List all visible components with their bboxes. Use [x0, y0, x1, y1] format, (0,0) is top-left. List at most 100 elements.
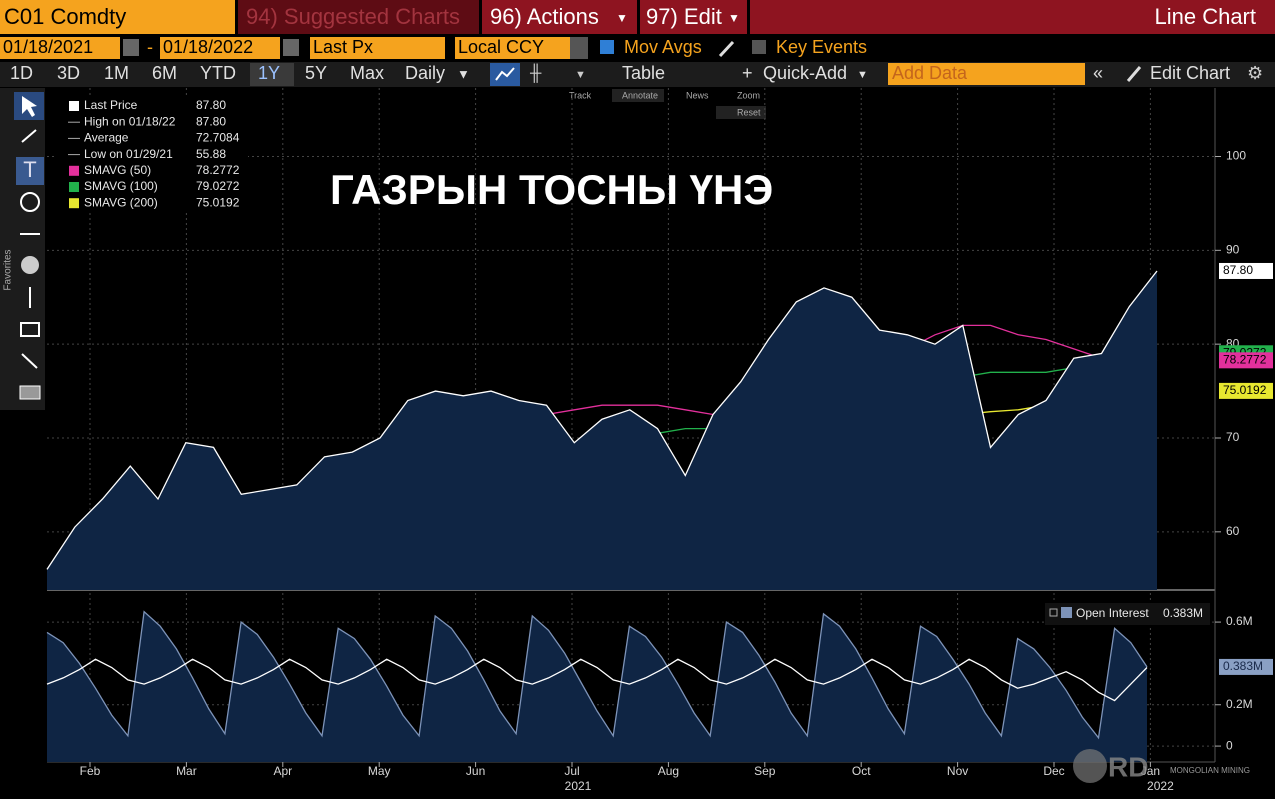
year-label: 2022: [1147, 779, 1174, 793]
period-button[interactable]: YTD: [200, 63, 236, 83]
dropdown-button[interactable]: [570, 37, 588, 59]
x-tick-label: Dec: [1043, 764, 1064, 778]
table-button[interactable]: Table: [622, 63, 665, 83]
period-button[interactable]: 6M: [152, 63, 177, 83]
period-button[interactable]: Max: [350, 63, 384, 83]
end-date-box[interactable]: [160, 37, 280, 59]
reset-bg: [716, 106, 766, 119]
start-date-box[interactable]: [0, 37, 120, 59]
currency: Local CCY: [458, 37, 544, 57]
legend-label: SMAVG (100): [84, 179, 158, 193]
legend-box: [55, 96, 248, 213]
x-tick-label: Oct: [852, 764, 871, 778]
chart-type: Line Chart: [1154, 4, 1256, 29]
year-label: 2021: [565, 779, 592, 793]
y-tick-label: 60: [1226, 524, 1240, 538]
calendar-icon[interactable]: [283, 39, 299, 56]
field: Last Px: [313, 37, 373, 57]
legend-swatch: [69, 165, 79, 176]
collapse-icon[interactable]: «: [1093, 63, 1103, 83]
pencil-icon[interactable]: [718, 40, 735, 58]
period-button[interactable]: 3D: [57, 63, 80, 83]
annotate-bg: [612, 89, 664, 102]
line: [46, 610, 1148, 740]
rect-tool[interactable]: [20, 322, 40, 337]
dropdown-icon: ▼: [857, 69, 868, 81]
actions-button[interactable]: [482, 0, 637, 34]
filled-rect-tool[interactable]: [19, 385, 41, 400]
chart-title: ГАЗРЫН ТОСНЫ ҮНЭ: [330, 166, 773, 213]
plus-icon: +: [742, 63, 753, 83]
quick-add[interactable]: Quick-Add: [763, 63, 847, 83]
filled-circle-tool[interactable]: [21, 256, 39, 274]
oi-legend-name: Open Interest: [1076, 606, 1149, 620]
last-value-label: 0.383M: [1223, 659, 1263, 673]
annotate-button[interactable]: Annotate: [622, 90, 658, 100]
add-data-box[interactable]: [888, 63, 1085, 85]
checkbox[interactable]: [752, 40, 766, 54]
watermark-logo-text: RD: [1108, 751, 1148, 782]
oi-legend-box: [1045, 603, 1210, 625]
legend-label: Low on 01/29/21: [84, 147, 173, 161]
period-active: [250, 63, 294, 86]
ticker-box[interactable]: [0, 0, 235, 34]
legend-label: SMAVG (200): [84, 195, 158, 209]
legend-label: High on 01/18/22: [84, 114, 176, 128]
legend-value: 87.80: [196, 98, 226, 112]
reset-button[interactable]: Reset: [737, 107, 761, 117]
period-button[interactable]: 1Y: [258, 63, 280, 83]
suggested-button[interactable]: [238, 0, 479, 34]
dropdown-icon: ▼: [728, 11, 740, 25]
y-tick-label: 0: [1226, 738, 1233, 752]
circle-tool[interactable]: [20, 192, 40, 212]
legend-value: 55.88: [196, 147, 226, 161]
legend-value: 79.0272: [196, 179, 240, 193]
suggested-label: 94) Suggested Charts: [246, 4, 460, 29]
edit-chart[interactable]: Edit Chart: [1150, 63, 1230, 83]
text-tool[interactable]: [16, 157, 44, 185]
sidebar-label: Favorites: [3, 249, 14, 290]
last-value-tag: [1219, 262, 1273, 279]
track-button[interactable]: Track: [569, 90, 592, 100]
news-button[interactable]: News: [686, 90, 709, 100]
last-value-tag: [1219, 658, 1273, 675]
x-tick-label: Sep: [754, 764, 776, 778]
last-value-label: 87.80: [1223, 263, 1253, 277]
legend-value: 78.2772: [196, 163, 240, 177]
oi-legend-swatch: [1061, 607, 1072, 618]
date-separator: -: [147, 37, 153, 57]
oi-legend-value: 0.383M: [1163, 606, 1203, 620]
checkbox[interactable]: [600, 40, 614, 54]
settings-icon[interactable]: ⚙: [1247, 63, 1263, 83]
legend-label: Average: [84, 131, 129, 145]
last-value-label: 78.2772: [1223, 352, 1267, 366]
area: [47, 271, 1157, 590]
calendar-icon[interactable]: [123, 39, 139, 56]
period-button[interactable]: 5Y: [305, 63, 327, 83]
start-date: 01/18/2021: [3, 37, 93, 57]
bar-icon[interactable]: ╫: [529, 63, 542, 83]
period-button[interactable]: 1M: [104, 63, 129, 83]
edit-button[interactable]: [640, 0, 747, 34]
field-box[interactable]: [310, 37, 445, 59]
x-tick-label: Nov: [947, 764, 968, 778]
pen-tool[interactable]: [21, 129, 37, 143]
zoom-button[interactable]: Zoom: [737, 90, 760, 100]
x-tick-label: Jun: [466, 764, 485, 778]
arrow-tool[interactable]: [21, 353, 38, 369]
edit-label: 97) Edit: [646, 4, 722, 29]
expand-icon[interactable]: [1049, 608, 1058, 617]
ticker: C01 Comdty: [4, 4, 126, 29]
x-tick-label: May: [368, 764, 391, 778]
x-tick-label: Mar: [176, 764, 197, 778]
period-button[interactable]: 1D: [10, 63, 33, 83]
y-tick-label: 90: [1226, 243, 1240, 257]
x-tick-label: Jul: [564, 764, 579, 778]
watermark-text: MONGOLIAN MINING: [1170, 766, 1250, 775]
currency-box[interactable]: [455, 37, 570, 59]
x-tick-label: Jan: [1141, 764, 1160, 778]
frequency[interactable]: Daily: [405, 63, 445, 83]
last-value-tag: [1219, 382, 1273, 399]
line-icon-glyph: [495, 67, 515, 81]
